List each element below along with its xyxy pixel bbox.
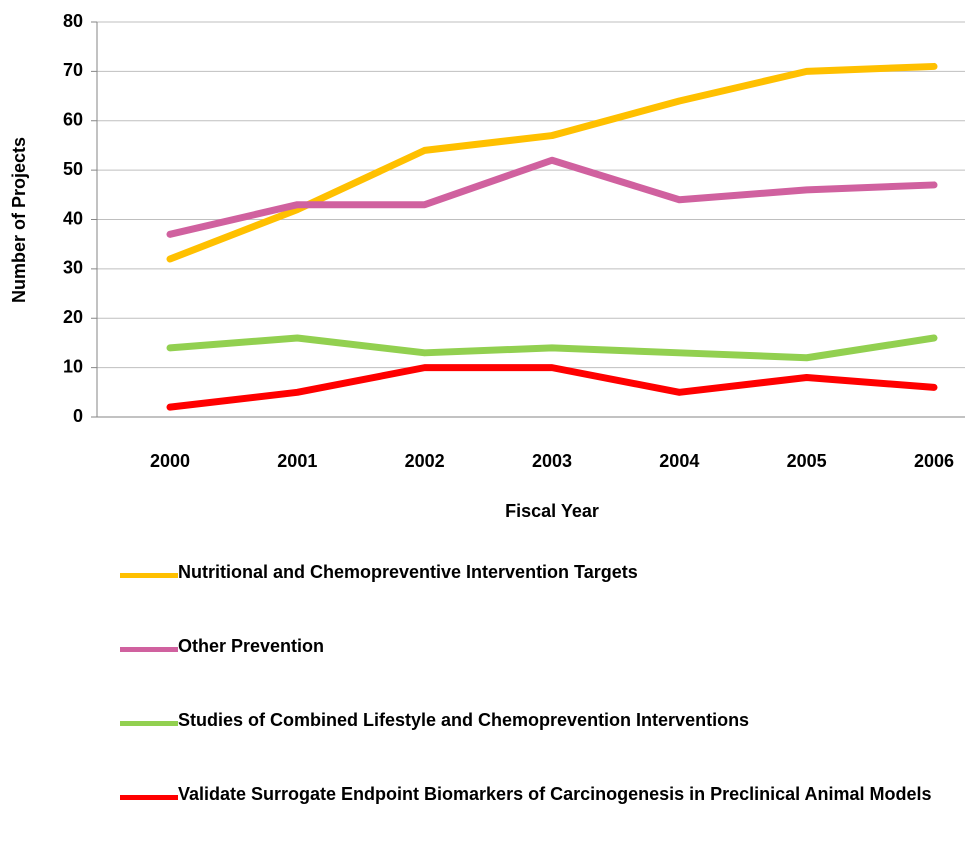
- legend-swatch: [120, 573, 178, 578]
- legend-entry: Nutritional and Chemopreventive Interven…: [120, 555, 970, 629]
- series-line: [166, 364, 938, 411]
- y-axis-label: Number of Projects: [9, 137, 29, 303]
- legend-label: Nutritional and Chemopreventive Interven…: [178, 562, 638, 582]
- x-axis-label: Fiscal Year: [505, 501, 599, 521]
- x-tick-label: 2000: [150, 451, 190, 471]
- x-tick-label: 2004: [659, 451, 699, 471]
- legend-entry: Other Prevention: [120, 629, 970, 703]
- y-tick-label: 40: [63, 208, 83, 228]
- legend: Nutritional and Chemopreventive Interven…: [120, 555, 970, 851]
- y-tick-label: 10: [63, 356, 83, 376]
- x-tick-label: 2005: [787, 451, 827, 471]
- legend-entry: Validate Surrogate Endpoint Biomarkers o…: [120, 777, 970, 851]
- x-tick-label: 2002: [405, 451, 445, 471]
- series-line: [166, 156, 938, 238]
- y-tick-label: 80: [63, 11, 83, 31]
- legend-label: Validate Surrogate Endpoint Biomarkers o…: [178, 784, 932, 804]
- x-tick-label: 2001: [277, 451, 317, 471]
- chart: Number of Projects Fiscal Year 0 10 20 30 40…: [9, 11, 965, 521]
- legend-label: Other Prevention: [178, 636, 325, 656]
- y-tick-label: 30: [63, 258, 83, 278]
- y-tick-label: 0: [73, 406, 83, 426]
- y-tick-label: 70: [63, 60, 83, 80]
- y-tick-label: 20: [63, 307, 83, 327]
- legend-swatch: [120, 795, 178, 800]
- x-tick-label: 2003: [532, 451, 572, 471]
- legend-swatch: [120, 721, 178, 726]
- y-tick-label: 50: [63, 159, 83, 179]
- legend-label: Studies of Combined Lifestyle and Chemop…: [178, 710, 750, 730]
- series-line: [166, 334, 938, 362]
- series-line: [166, 62, 938, 263]
- legend-swatch: [120, 647, 178, 652]
- legend-entry: Studies of Combined Lifestyle and Chemop…: [120, 703, 970, 777]
- y-tick-label: 60: [63, 110, 83, 130]
- x-tick-label: 2006: [914, 451, 954, 471]
